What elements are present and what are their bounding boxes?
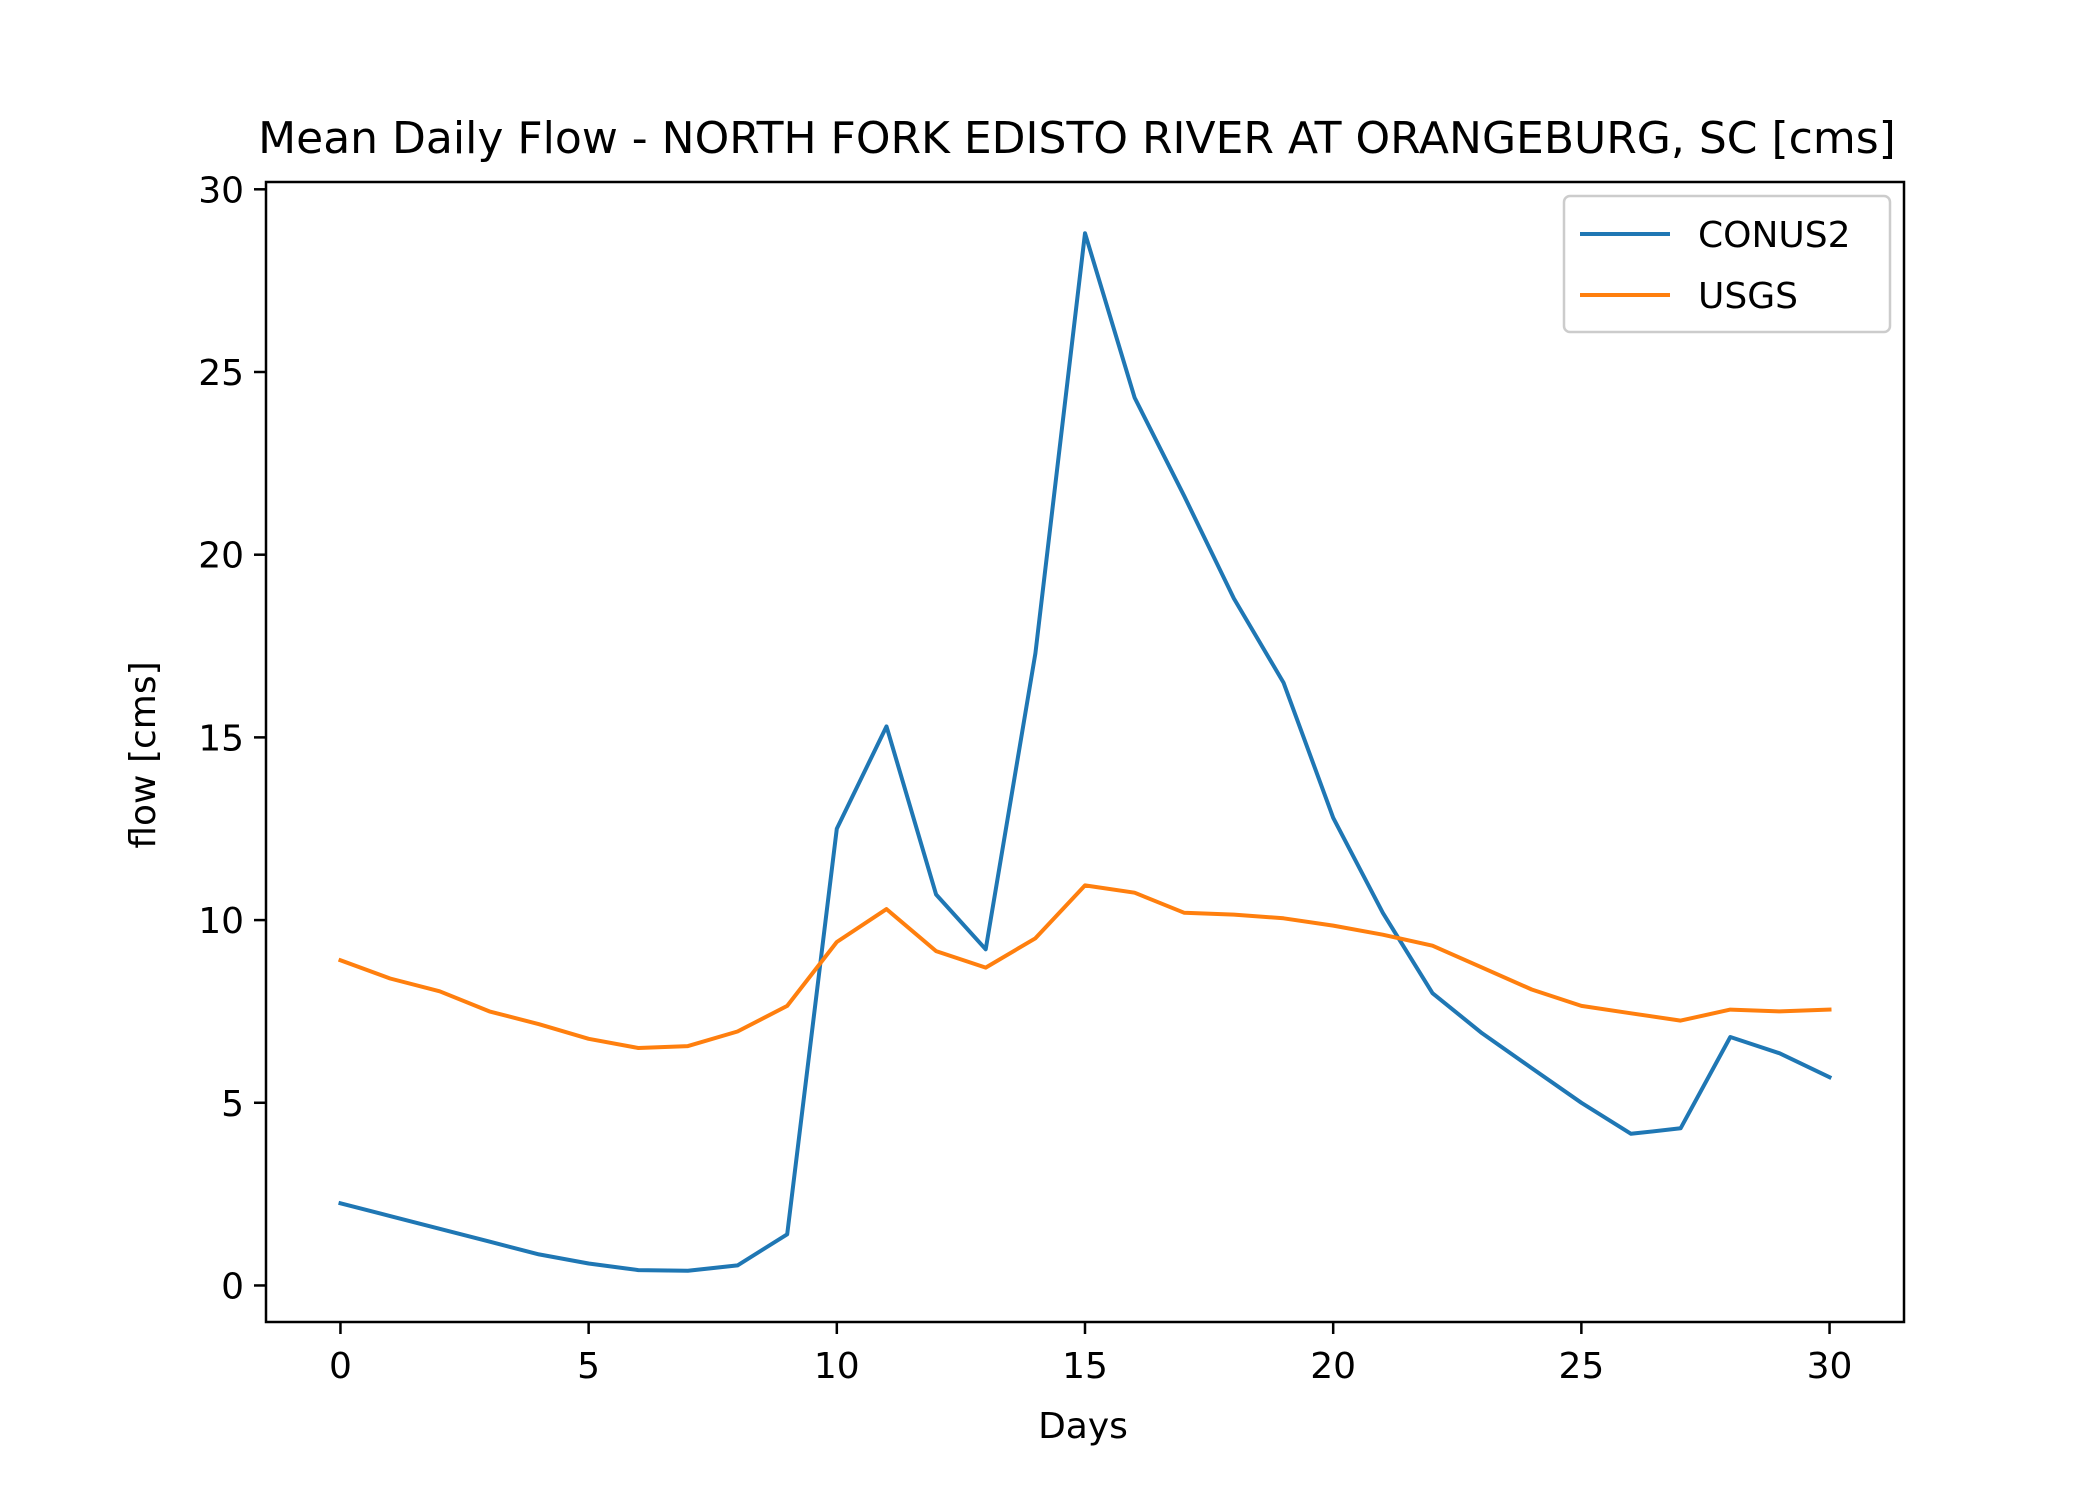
y-tick-label: 30 [198, 170, 244, 211]
x-axis-label: Days [1038, 1406, 1128, 1447]
x-tick-label: 10 [814, 1346, 860, 1387]
y-axis-label: flow [cms] [123, 661, 164, 848]
x-tick-label: 5 [577, 1346, 600, 1387]
legend-label-usgs: USGS [1698, 276, 1798, 317]
x-tick-label: 30 [1807, 1346, 1853, 1387]
y-tick-label: 20 [198, 536, 244, 577]
y-tick-label: 25 [198, 353, 244, 394]
y-tick-label: 10 [198, 901, 244, 942]
x-tick-label: 25 [1558, 1346, 1604, 1387]
series-line-conus2 [338, 231, 1833, 1273]
y-tick-label: 0 [221, 1266, 244, 1307]
series-line-usgs [337, 883, 1832, 1050]
x-tick-label: 0 [329, 1346, 352, 1387]
plot-area: 0 5 10 15 20 25 30 0 5 10 15 20 25 30 CONUS2 USGS [198, 170, 1906, 1387]
legend: CONUS2 USGS [1562, 194, 1892, 334]
x-tick-label: 20 [1310, 1346, 1356, 1387]
y-tick-label: 5 [221, 1084, 244, 1125]
x-tick-label: 15 [1062, 1346, 1108, 1387]
legend-box [1562, 194, 1892, 334]
legend-label-conus2: CONUS2 [1698, 215, 1851, 256]
chart-title: Mean Daily Flow - NORTH FORK EDISTO RIVE… [258, 113, 1896, 164]
y-tick-label: 15 [198, 718, 244, 759]
